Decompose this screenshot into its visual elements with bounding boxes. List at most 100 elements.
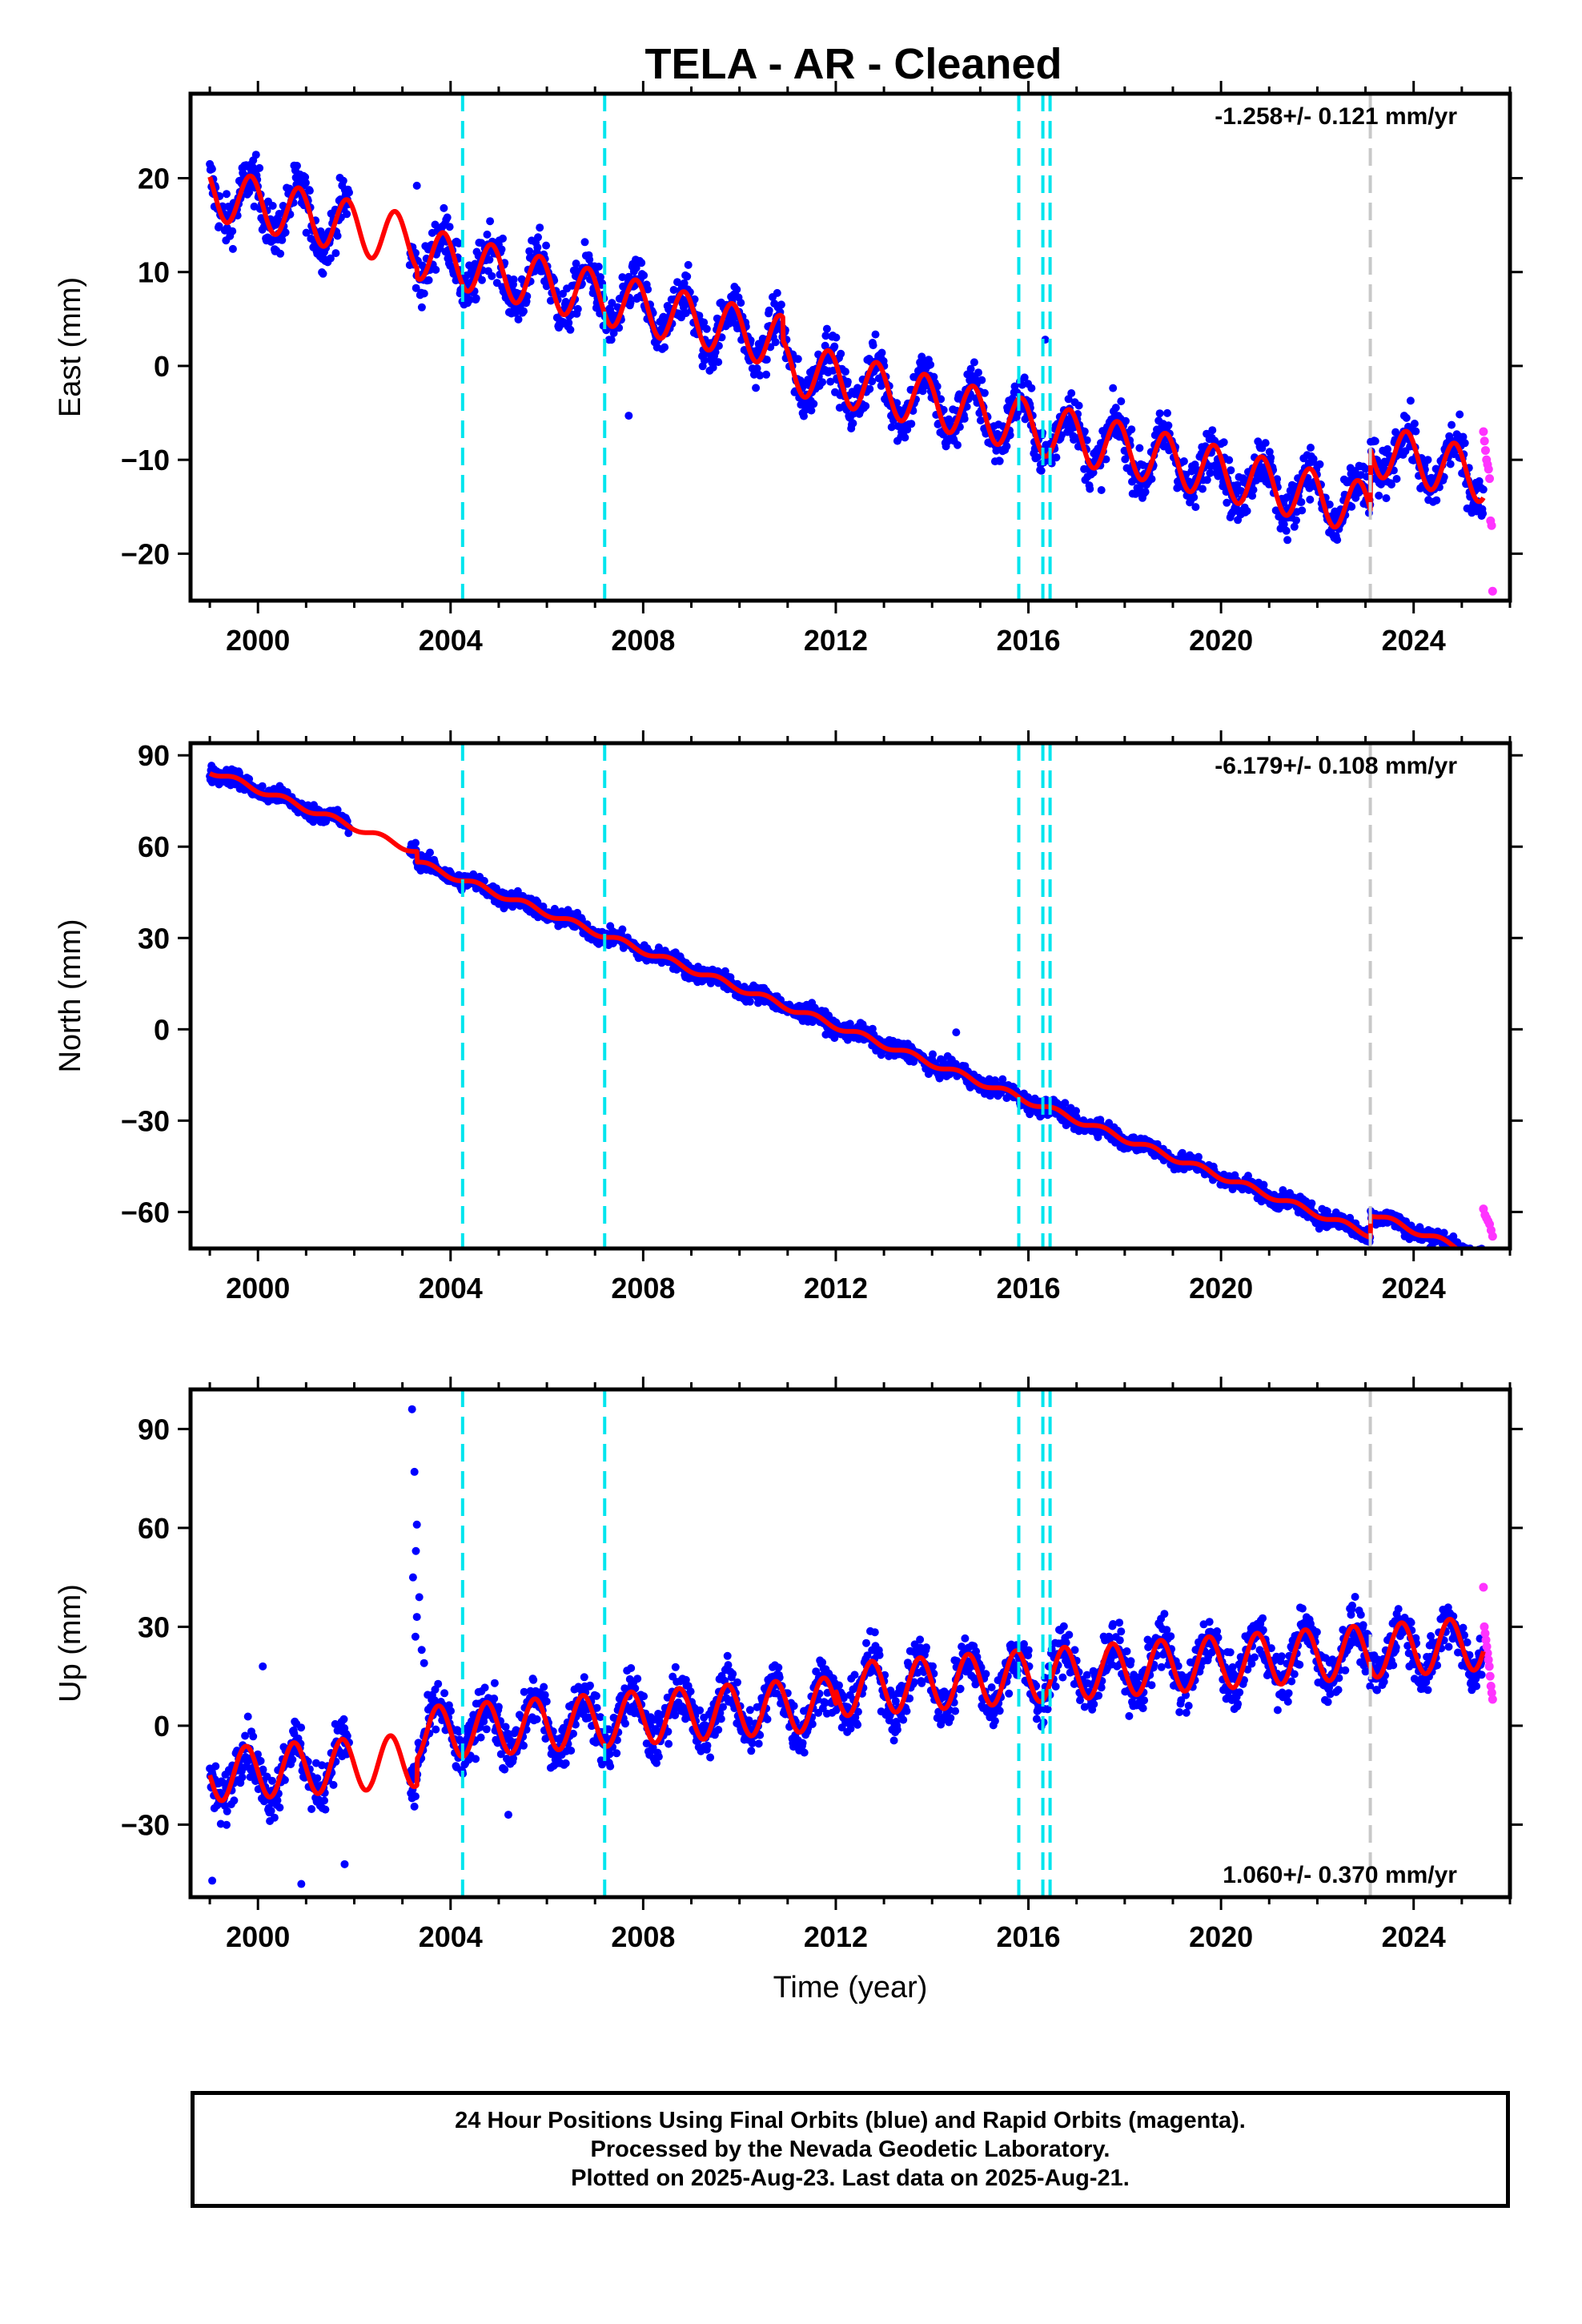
east-data-point bbox=[326, 254, 335, 263]
east-data-point bbox=[644, 285, 652, 294]
north-data-point bbox=[258, 782, 267, 790]
east-data-point bbox=[1117, 397, 1126, 406]
east-data-point bbox=[1002, 442, 1011, 451]
up-data-point bbox=[440, 1689, 449, 1698]
east-data-point bbox=[1067, 389, 1076, 397]
east-data-point bbox=[954, 440, 962, 449]
east-data-point bbox=[680, 279, 689, 287]
north-rate-label: -6.179+/- 0.108 mm/yr bbox=[1215, 753, 1457, 779]
east-data-point bbox=[1033, 453, 1042, 461]
east-data-point bbox=[542, 241, 551, 250]
east-data-point bbox=[1392, 475, 1401, 483]
east-data-point bbox=[1208, 426, 1217, 435]
east-data-point bbox=[1225, 456, 1234, 464]
east-data-point bbox=[412, 283, 420, 292]
east-rapid-point bbox=[1480, 445, 1490, 455]
east-data-point bbox=[1475, 476, 1484, 485]
east-data-point bbox=[1333, 536, 1342, 545]
east-data-point bbox=[1292, 516, 1300, 525]
east-data-point bbox=[1297, 498, 1306, 506]
north-data-point bbox=[745, 997, 754, 1006]
east-data-point bbox=[596, 273, 604, 281]
north-frame bbox=[188, 741, 1512, 1251]
east-data-point bbox=[319, 269, 327, 278]
east-data-point bbox=[709, 364, 717, 372]
up-data-point bbox=[480, 1683, 489, 1692]
north-y-tick-label: −30 bbox=[121, 1104, 170, 1137]
east-data-point bbox=[1197, 449, 1206, 458]
east-data-point bbox=[1109, 384, 1118, 392]
east-data-point bbox=[333, 231, 342, 240]
north-x-tick-label: 2016 bbox=[996, 1272, 1060, 1305]
east-data-point bbox=[1102, 455, 1110, 464]
east-data-point bbox=[465, 296, 474, 304]
east-data-point bbox=[1199, 485, 1207, 493]
chart-title: TELA - AR - Cleaned bbox=[644, 40, 1062, 88]
east-data-point bbox=[1410, 420, 1419, 428]
east-data-point bbox=[1298, 506, 1307, 515]
up-data-point bbox=[520, 1741, 528, 1750]
east-data-point bbox=[1432, 496, 1441, 505]
up-data-point bbox=[447, 1707, 455, 1715]
east-data-point bbox=[980, 388, 989, 397]
east-frame bbox=[188, 91, 1512, 603]
up-data-point bbox=[275, 1803, 284, 1812]
east-data-point bbox=[700, 318, 709, 327]
east-data-point bbox=[800, 412, 808, 420]
east-data-point bbox=[821, 332, 830, 340]
up-data-point bbox=[432, 1725, 440, 1734]
east-data-point bbox=[1219, 438, 1228, 447]
north-model-curve bbox=[207, 771, 1461, 1248]
east-data-point bbox=[1191, 460, 1199, 469]
east-data-point bbox=[483, 230, 492, 239]
east-data-point bbox=[976, 416, 985, 424]
east-data-point bbox=[223, 190, 231, 199]
east-data-point bbox=[488, 271, 496, 280]
east-data-point bbox=[809, 400, 818, 408]
east-data-point bbox=[1325, 501, 1334, 509]
east-data-point bbox=[580, 238, 589, 247]
east-rapid-point bbox=[1487, 521, 1496, 530]
east-data-point bbox=[228, 227, 237, 235]
east-data-point bbox=[865, 384, 874, 393]
east-data-point bbox=[445, 223, 454, 231]
north-data-point bbox=[333, 806, 342, 814]
east-data-point bbox=[268, 202, 277, 210]
up-data-point bbox=[494, 1703, 503, 1711]
east-data-point bbox=[618, 273, 627, 282]
east-data-point bbox=[1206, 468, 1215, 477]
east-data-point bbox=[1191, 503, 1200, 512]
north-y-tick-label: 60 bbox=[138, 830, 170, 863]
up-data-point bbox=[329, 1780, 338, 1789]
up-data-point bbox=[586, 1681, 594, 1690]
east-data-point bbox=[301, 179, 310, 187]
east-data-point bbox=[1082, 436, 1091, 444]
east-outlier-point bbox=[624, 412, 633, 420]
east-data-point bbox=[276, 249, 285, 258]
east-data-point bbox=[497, 245, 506, 254]
east-data-point bbox=[1423, 456, 1432, 464]
east-data-point bbox=[1179, 457, 1188, 465]
east-data-point bbox=[207, 165, 216, 173]
north-data-point bbox=[1477, 1251, 1485, 1259]
east-data-point bbox=[228, 244, 237, 253]
east-data-point bbox=[1155, 409, 1164, 418]
east-data-point bbox=[826, 377, 835, 386]
east-data-point bbox=[1479, 509, 1488, 518]
east-data-point bbox=[1309, 455, 1318, 463]
up-data-point bbox=[288, 1755, 297, 1764]
east-data-point bbox=[807, 406, 816, 415]
east-data-point bbox=[572, 259, 580, 268]
east-plot-area bbox=[206, 94, 1497, 601]
east-data-point bbox=[1163, 408, 1171, 417]
east-data-point bbox=[608, 299, 616, 308]
east-data-point bbox=[1382, 494, 1391, 503]
north-data-point bbox=[618, 925, 627, 934]
east-data-point bbox=[1147, 475, 1156, 484]
east-model-curve bbox=[207, 173, 1486, 530]
east-data-point bbox=[714, 358, 723, 367]
east-data-point bbox=[534, 233, 542, 242]
east-data-point bbox=[1283, 493, 1291, 501]
up-data-point bbox=[273, 1796, 282, 1805]
east-panel: 2000 2004 2008 2012 2016 2020 2024−20−1001020E… bbox=[54, 81, 1523, 657]
